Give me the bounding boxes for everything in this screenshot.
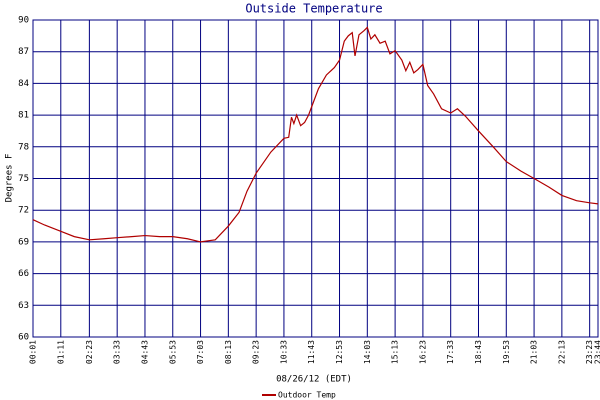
- x-tick-label: 01:11: [56, 340, 65, 364]
- x-tick-label: 11:43: [307, 340, 316, 364]
- x-tick-label: 12:53: [335, 340, 344, 364]
- y-tick-label: 72: [18, 206, 29, 216]
- x-tick-label: 14:03: [363, 340, 372, 364]
- x-axis-label: 08/26/12 (EDT): [276, 375, 352, 385]
- y-tick-label: 66: [18, 269, 29, 279]
- plot-border: [32, 19, 599, 338]
- x-tick-label: 00:01: [29, 340, 38, 364]
- x-tick-label: 05:53: [168, 340, 177, 364]
- y-tick-label: 87: [18, 47, 29, 57]
- y-tick-label: 60: [18, 333, 29, 343]
- x-tick-label: 17:33: [446, 340, 455, 364]
- y-tick-label: 69: [18, 237, 29, 247]
- x-tick-label: 09:23: [252, 340, 261, 364]
- x-tick-label: 16:23: [418, 340, 427, 364]
- y-tick-label: 84: [18, 79, 29, 89]
- x-tick-label: 22:13: [557, 340, 566, 364]
- x-tick-label: 15:13: [391, 340, 400, 364]
- x-tick-label: 02:23: [85, 340, 94, 364]
- x-tick-label: 04:43: [140, 340, 149, 364]
- x-tick-label: 10:33: [279, 340, 288, 364]
- chart-title: Outside Temperature: [245, 2, 382, 16]
- y-axis-label: Degrees F: [5, 154, 15, 203]
- y-tick-label: 63: [18, 301, 29, 311]
- y-tick-label: 81: [18, 111, 29, 121]
- x-tick-label: 21:03: [530, 340, 539, 364]
- x-tick-label: 08:13: [224, 340, 233, 364]
- y-tick-label: 75: [18, 174, 29, 184]
- data-line: [32, 26, 599, 243]
- x-tick-label: 18:43: [474, 340, 483, 364]
- x-tick-label: 23:44: [594, 340, 600, 364]
- x-tick-label: 03:33: [113, 340, 122, 364]
- y-tick-label: 90: [18, 16, 29, 26]
- x-tick-label: 19:53: [502, 340, 511, 364]
- x-tick-label: 23:23: [585, 340, 594, 364]
- y-tick-label: 78: [18, 142, 29, 152]
- legend-label: Outdoor Temp: [278, 391, 336, 400]
- x-tick-label: 07:03: [196, 340, 205, 364]
